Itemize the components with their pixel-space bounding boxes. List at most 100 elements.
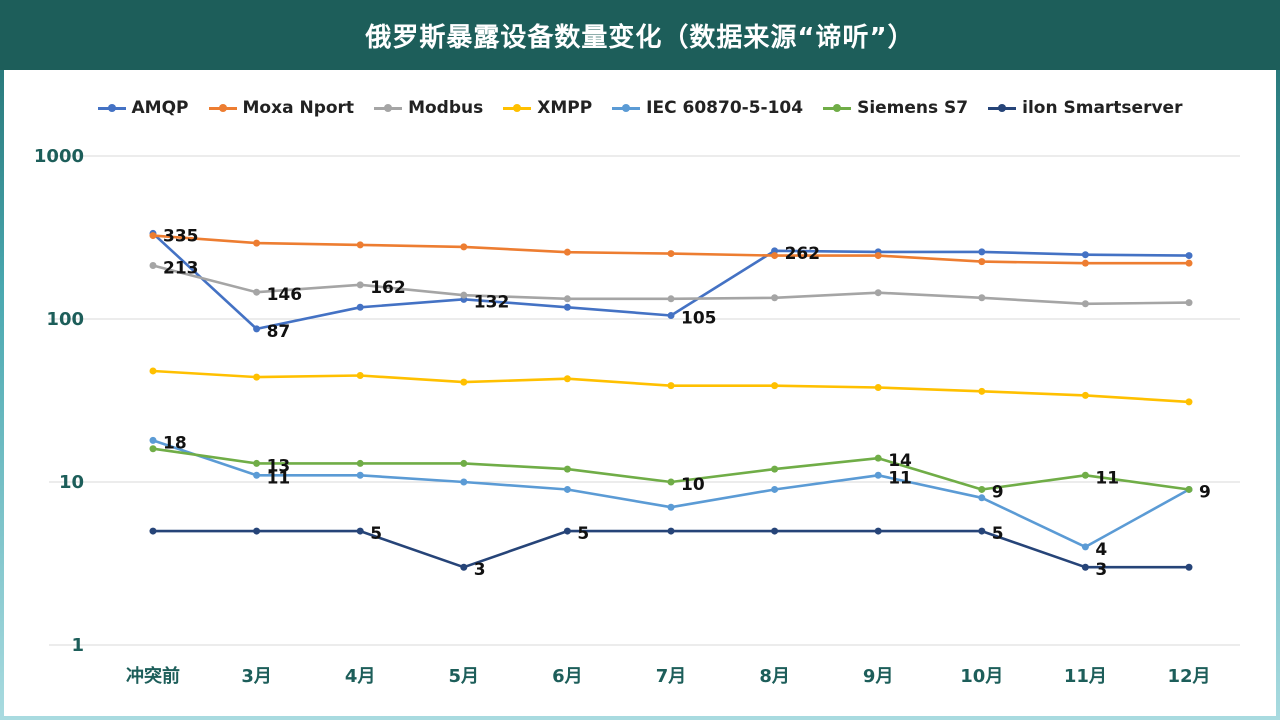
data-point: [978, 248, 986, 256]
legend-label: IEC 60870-5-104: [646, 98, 804, 118]
data-point: [460, 291, 468, 299]
data-point: [356, 459, 364, 467]
legend-item: ilon Smartserver: [988, 98, 1182, 118]
legend-label: ilon Smartserver: [1022, 98, 1183, 118]
data-label: 11: [267, 468, 291, 488]
chart-title: 俄罗斯暴露设备数量变化（数据来源“谛听”）: [365, 22, 915, 53]
data-point: [771, 294, 779, 302]
y-tick-label: 1: [71, 635, 84, 656]
data-point: [356, 372, 364, 380]
x-tick-label: 4月: [345, 666, 376, 687]
data-point: [667, 478, 675, 486]
data-point: [667, 312, 675, 320]
legend-item: AMQP: [97, 98, 189, 118]
data-point: [563, 485, 571, 493]
data-label: 5: [577, 524, 589, 544]
title-bar: 俄罗斯暴露设备数量变化（数据来源“谛听”）: [0, 0, 1280, 70]
x-tick-label: 11月: [1064, 666, 1107, 687]
data-point: [563, 295, 571, 303]
data-point: [356, 471, 364, 479]
data-point: [149, 445, 157, 453]
x-tick-label: 7月: [656, 666, 687, 687]
legend-label: XMPP: [537, 98, 593, 118]
legend-label: Siemens S7: [857, 98, 969, 118]
data-point: [667, 503, 675, 511]
data-point: [978, 387, 986, 395]
data-point: [253, 288, 261, 296]
x-tick-label: 3月: [241, 666, 272, 687]
data-point: [460, 243, 468, 251]
data-point: [460, 459, 468, 467]
data-point: [460, 378, 468, 386]
data-label: 4: [1095, 540, 1107, 560]
data-point: [253, 239, 261, 247]
data-label: 262: [785, 244, 821, 264]
data-label: 87: [267, 322, 291, 342]
data-point: [771, 485, 779, 493]
data-point: [356, 281, 364, 289]
data-label: 335: [163, 226, 199, 246]
data-point: [1081, 563, 1089, 571]
data-point: [667, 250, 675, 258]
data-label: 18: [163, 433, 187, 453]
data-point: [978, 527, 986, 535]
legend-item: IEC 60870-5-104: [612, 98, 803, 118]
data-point: [874, 383, 882, 391]
data-point: [1081, 391, 1089, 399]
x-tick-label: 6月: [552, 666, 583, 687]
x-tick-label: 8月: [759, 666, 790, 687]
chart-legend: AMQP Moxa Nport Modbus XMPP IEC 60870-5-104 S…: [4, 98, 1276, 118]
legend-swatch: [208, 103, 237, 113]
data-label: 11: [1095, 468, 1119, 488]
data-point: [667, 527, 675, 535]
data-point: [1081, 251, 1089, 259]
legend-item: Siemens S7: [823, 98, 968, 118]
data-point: [563, 465, 571, 473]
data-point: [771, 527, 779, 535]
legend-swatch: [823, 103, 852, 113]
data-point: [874, 289, 882, 297]
data-point: [1081, 543, 1089, 551]
data-label: 9: [1199, 482, 1211, 502]
data-point: [563, 375, 571, 383]
legend-label: Modbus: [408, 98, 484, 118]
data-label: 3: [1095, 560, 1107, 580]
x-tick-label: 9月: [863, 666, 894, 687]
x-tick-label: 12月: [1167, 666, 1210, 687]
data-point: [563, 303, 571, 311]
legend-label: AMQP: [131, 98, 189, 118]
data-point: [356, 527, 364, 535]
x-tick-label: 10月: [960, 666, 1003, 687]
data-point: [253, 471, 261, 479]
legend-item: XMPP: [503, 98, 592, 118]
data-point: [460, 563, 468, 571]
data-point: [771, 465, 779, 473]
x-tick-label: 5月: [449, 666, 480, 687]
legend-swatch: [612, 103, 641, 113]
legend-swatch: [988, 103, 1017, 113]
data-point: [356, 241, 364, 249]
data-label: 105: [681, 309, 717, 329]
data-label: 13: [267, 456, 291, 476]
data-point: [1185, 398, 1193, 406]
data-point: [253, 527, 261, 535]
data-label: 213: [163, 258, 199, 278]
data-point: [1185, 259, 1193, 267]
data-point: [149, 261, 157, 269]
y-tick-label: 10: [59, 472, 84, 493]
data-point: [978, 294, 986, 302]
data-point: [563, 527, 571, 535]
data-label: 14: [888, 451, 912, 471]
data-label: 5: [370, 524, 382, 544]
data-label: 132: [474, 292, 510, 312]
data-point: [1185, 563, 1193, 571]
data-label: 10: [681, 475, 705, 495]
data-point: [874, 527, 882, 535]
data-point: [978, 494, 986, 502]
series-line-6: [153, 529, 1189, 569]
data-point: [460, 478, 468, 486]
data-point: [149, 527, 157, 535]
legend-label: Moxa Nport: [242, 98, 355, 118]
data-point: [978, 258, 986, 266]
data-label: 146: [267, 285, 303, 305]
